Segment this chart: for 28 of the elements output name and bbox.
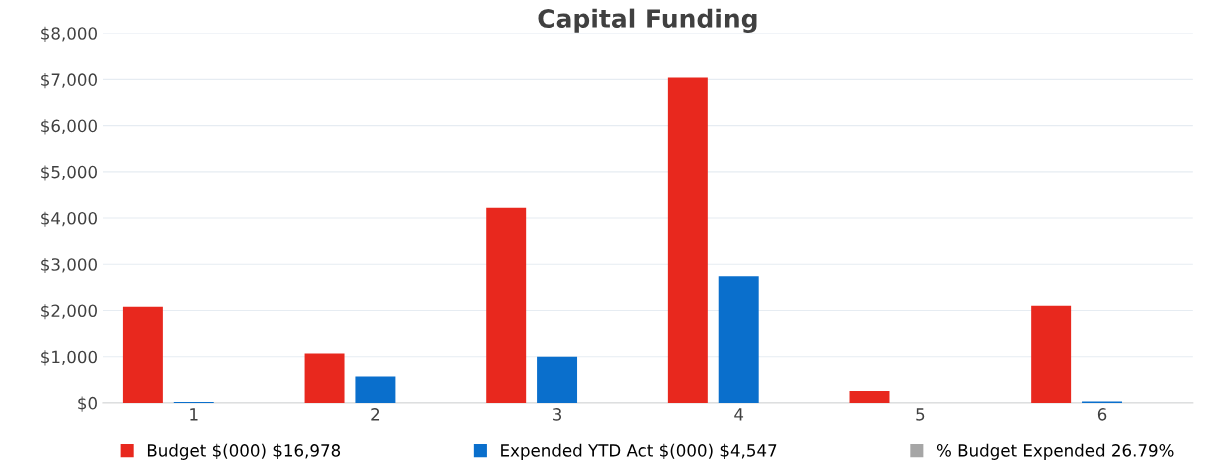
y-tick-label: $3,000 [41, 257, 97, 274]
y-tick-label: $5,000 [41, 165, 97, 181]
y-tick-label: $0 [78, 396, 97, 412]
bar [667, 77, 708, 403]
y-tick-label: $7,000 [41, 73, 97, 89]
x-tick-label: 5 [916, 408, 925, 421]
x-tick-label: 6 [1097, 408, 1107, 421]
legend-label: % Budget Expended 26.79% [936, 443, 1174, 460]
y-tick-label: $8,000 [41, 26, 97, 42]
y-tick-label: $4,000 [41, 211, 97, 227]
y-tick-label: $6,000 [41, 119, 97, 135]
y-tick-label: $2,000 [41, 304, 97, 320]
x-tick-label: 2 [371, 408, 380, 421]
y-tick-label: $1,000 [41, 350, 97, 366]
bar [122, 306, 163, 403]
bar [849, 390, 890, 403]
legend-label: Budget $(000) $16,978 [147, 443, 341, 460]
x-tick-label: 3 [553, 408, 562, 421]
bar [1031, 305, 1072, 403]
x-tick-label: 1 [190, 408, 198, 421]
chart-title: Capital Funding [538, 8, 757, 34]
bar [355, 376, 396, 403]
x-tick-label: 4 [734, 408, 744, 421]
bar [304, 353, 345, 403]
bar [537, 356, 578, 403]
bar [718, 276, 759, 403]
bar [486, 207, 527, 403]
legend-label: Expended YTD Act $(000) $4,547 [501, 443, 777, 460]
